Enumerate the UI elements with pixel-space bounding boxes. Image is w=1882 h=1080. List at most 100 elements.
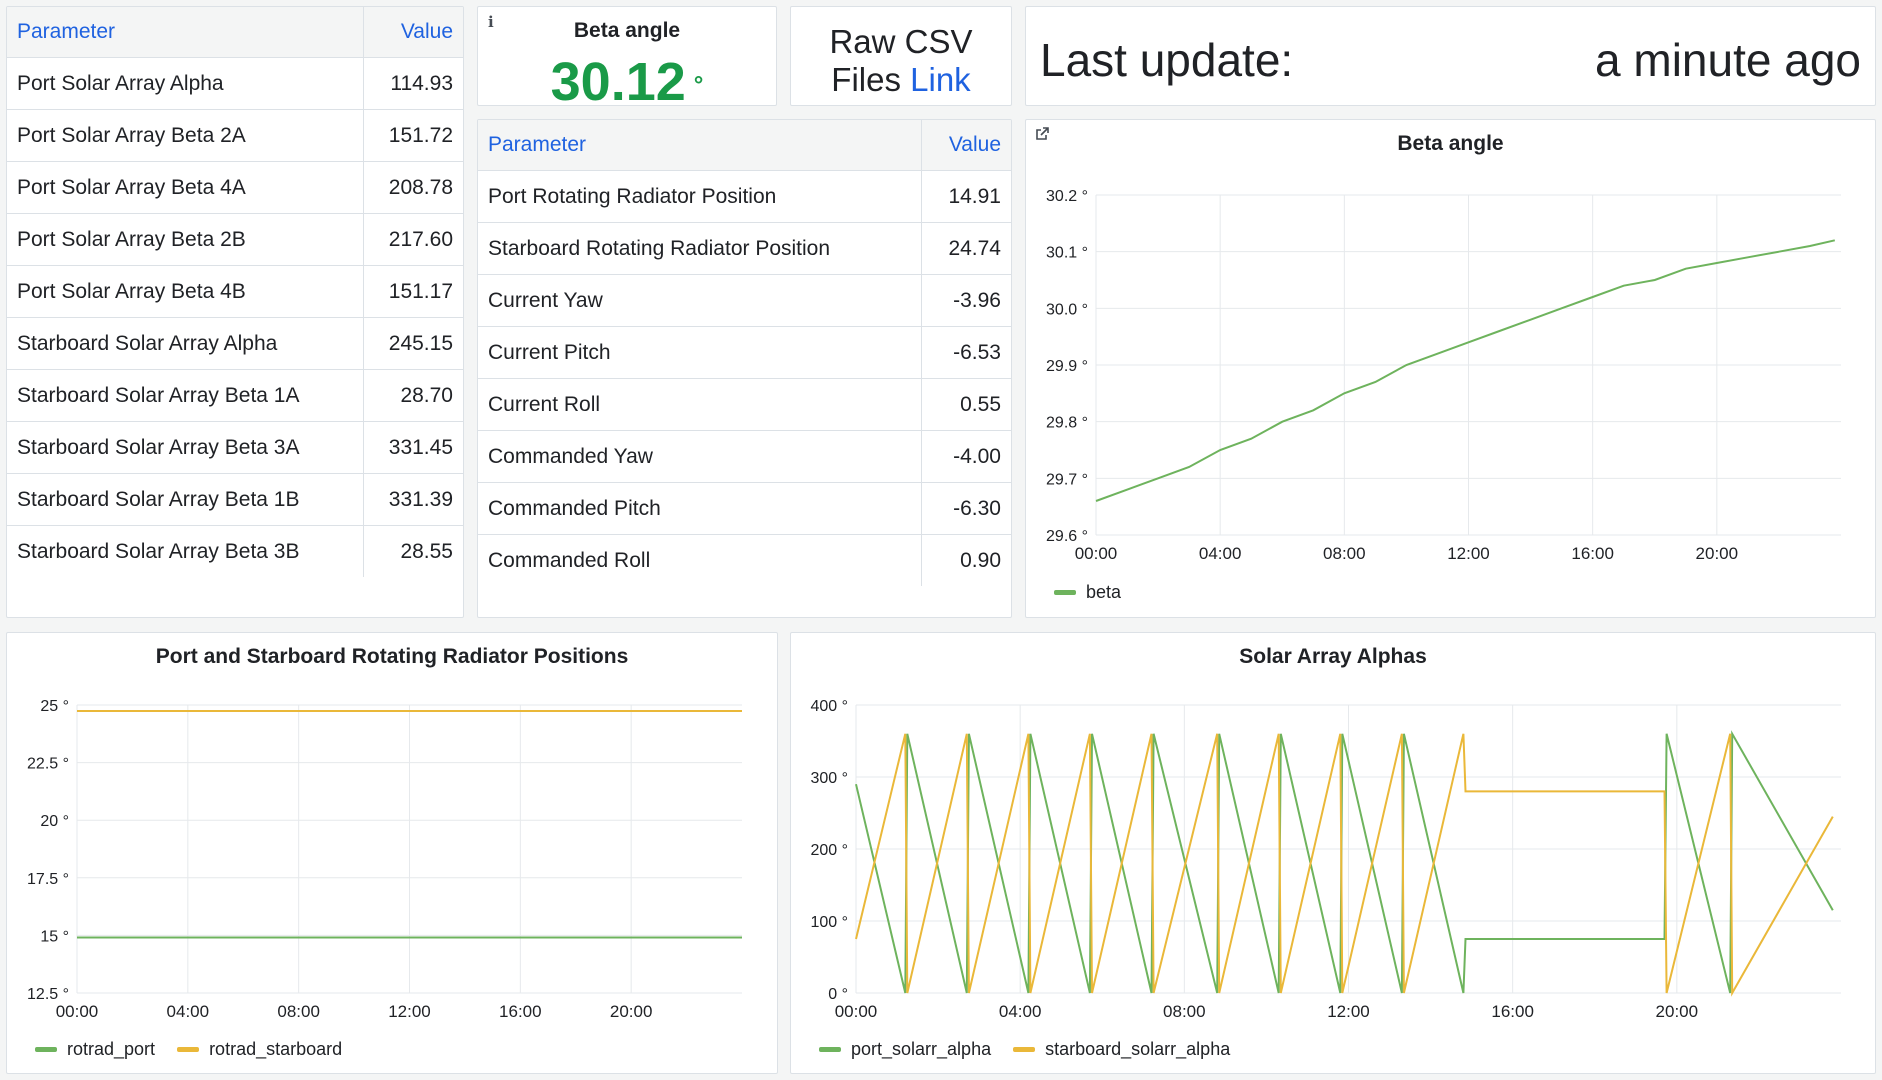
legend-swatch xyxy=(177,1047,200,1052)
table-row: Commanded Yaw -4.00 xyxy=(478,430,1011,483)
parameter-cell: Port Solar Array Beta 2B xyxy=(7,213,364,266)
x-tick-label: 04:00 xyxy=(1199,544,1242,563)
y-tick-label: 29.6 ° xyxy=(1046,528,1088,545)
panel-title: Solar Array Alphas xyxy=(1239,645,1427,668)
legend-item-rotrad-starboard[interactable]: rotrad_starboard xyxy=(177,1039,342,1060)
column-header-parameter[interactable]: Parameter xyxy=(7,7,364,58)
table-row: Starboard Solar Array Beta 1B 331.39 xyxy=(7,473,463,526)
value-cell: 14.91 xyxy=(921,170,1011,223)
y-tick-label: 20 ° xyxy=(40,813,69,830)
value-cell: 28.70 xyxy=(363,369,463,422)
raw-csv-panel: Raw CSV Files Link xyxy=(790,6,1012,106)
column-header-parameter[interactable]: Parameter xyxy=(478,120,923,171)
parameter-cell: Starboard Solar Array Beta 1B xyxy=(7,473,364,526)
parameter-cell: Port Solar Array Beta 2A xyxy=(7,109,364,162)
x-tick-label: 16:00 xyxy=(499,1002,542,1021)
x-tick-label: 00:00 xyxy=(1075,544,1118,563)
value-cell: 331.39 xyxy=(363,473,463,526)
x-tick-label: 04:00 xyxy=(167,1002,210,1021)
chart-legend: beta xyxy=(1054,582,1121,603)
legend-item-starboard-solarr-alpha[interactable]: starboard_solarr_alpha xyxy=(1013,1039,1230,1060)
value-cell: -6.30 xyxy=(921,482,1011,535)
raw-csv-line1: Raw CSV xyxy=(829,23,973,60)
series-line-port_solarr_alpha xyxy=(855,730,1834,994)
solar-array-table: Parameter Value Port Solar Array Alpha 11… xyxy=(7,7,463,577)
parameter-cell: Starboard Rotating Radiator Position xyxy=(478,222,923,275)
column-header-value[interactable]: Value xyxy=(363,7,463,58)
value-cell: 208.78 xyxy=(363,161,463,214)
info-icon[interactable]: i xyxy=(488,13,494,31)
legend-swatch xyxy=(1013,1047,1036,1052)
panel-title: Beta angle xyxy=(1397,132,1504,155)
legend-label: beta xyxy=(1086,582,1122,602)
beta-angle-value: 30.12 xyxy=(550,52,686,106)
table-row: Current Pitch -6.53 xyxy=(478,326,1011,379)
parameter-cell: Commanded Roll xyxy=(478,534,923,586)
value-cell: 245.15 xyxy=(363,317,463,370)
y-tick-label: 22.5 ° xyxy=(27,756,69,773)
parameter-cell: Commanded Yaw xyxy=(478,430,923,483)
y-tick-label: 12.5 ° xyxy=(27,986,69,1003)
table-header-row: Parameter Value xyxy=(7,7,463,58)
legend-label: starboard_solarr_alpha xyxy=(1045,1039,1231,1059)
y-tick-label: 30.2 ° xyxy=(1046,188,1088,205)
y-tick-label: 29.7 ° xyxy=(1046,471,1088,488)
y-tick-label: 30.0 ° xyxy=(1046,301,1088,318)
table-header-row: Parameter Value xyxy=(478,120,1011,171)
parameter-cell: Starboard Solar Array Beta 3B xyxy=(7,525,364,577)
legend-swatch xyxy=(35,1047,57,1052)
parameter-cell: Current Roll xyxy=(478,378,923,431)
parameter-cell: Starboard Solar Array Beta 1A xyxy=(7,369,364,422)
table-row: Commanded Roll 0.90 xyxy=(478,534,1011,586)
table-row: Starboard Rotating Radiator Position 24.7… xyxy=(478,222,1011,275)
x-tick-label: 16:00 xyxy=(1491,1002,1534,1021)
series-line-starboard_solarr_alpha xyxy=(855,733,1834,997)
table-row: Starboard Solar Array Beta 3A 331.45 xyxy=(7,421,463,474)
y-tick-label: 29.8 ° xyxy=(1046,415,1088,432)
panel-title: Port and Starboard Rotating Radiator Pos… xyxy=(155,645,629,668)
table-row: Current Yaw -3.96 xyxy=(478,274,1011,327)
chart-legend: port_solarr_alpha starboard_solarr_alpha xyxy=(819,1039,1230,1060)
legend-item-beta[interactable]: beta xyxy=(1054,582,1121,603)
parameter-cell: Commanded Pitch xyxy=(478,482,923,535)
parameter-cell: Port Solar Array Alpha xyxy=(7,57,364,110)
parameter-cell: Current Yaw xyxy=(478,274,923,327)
last-update-label: Last update: xyxy=(1040,34,1294,86)
x-tick-label: 20:00 xyxy=(1696,544,1739,563)
value-cell: 0.90 xyxy=(921,534,1011,586)
value-cell: 151.17 xyxy=(363,265,463,318)
external-link-icon[interactable] xyxy=(1034,126,1050,147)
raw-csv-link[interactable]: Link xyxy=(910,61,971,98)
value-cell: 151.72 xyxy=(363,109,463,162)
table-row: Port Solar Array Beta 2A 151.72 xyxy=(7,109,463,162)
radiator-positions-chart: 25 ° 22.5 ° 20 ° 17.5 ° 15 ° 12.5 °00:00 04:00… xyxy=(27,698,742,1021)
table-row: Port Solar Array Alpha 114.93 xyxy=(7,57,463,110)
x-tick-label: 00:00 xyxy=(835,1002,878,1021)
beta-angle-chart-panel: Beta angle 30.2 ° 30.1 ° 30.0 ° 29.9 ° 29.8 … xyxy=(1025,119,1876,618)
column-header-value[interactable]: Value xyxy=(921,120,1011,171)
parameter-cell: Current Pitch xyxy=(478,326,923,379)
y-tick-label: 100 ° xyxy=(810,914,848,931)
value-cell: 0.55 xyxy=(921,378,1011,431)
parameter-cell: Starboard Solar Array Alpha xyxy=(7,317,364,370)
value-cell: -3.96 xyxy=(921,274,1011,327)
solar-array-alphas-chart: 400 ° 300 ° 200 ° 100 ° 0 °00:00 04:00 08:00 12… xyxy=(810,698,1841,1021)
radiator-attitude-table-panel: Parameter Value Port Rotating Radiator P… xyxy=(477,119,1012,618)
legend-label: rotrad_starboard xyxy=(209,1039,343,1059)
stat-value: 30.12 ° xyxy=(478,51,776,106)
legend-item-port-solarr-alpha[interactable]: port_solarr_alpha xyxy=(819,1039,991,1060)
series-line-beta xyxy=(1095,239,1836,502)
legend-label: rotrad_port xyxy=(67,1039,156,1059)
table-row: Port Solar Array Beta 2B 217.60 xyxy=(7,213,463,266)
unit-symbol: ° xyxy=(693,71,704,99)
last-update-value: a minute ago xyxy=(1595,34,1861,86)
legend-item-rotrad-port[interactable]: rotrad_port xyxy=(35,1039,155,1060)
y-tick-label: 25 ° xyxy=(40,698,69,715)
x-tick-label: 04:00 xyxy=(999,1002,1042,1021)
chart-legend: rotrad_port rotrad_starboard xyxy=(35,1039,342,1060)
raw-csv-text: Raw CSV Files Link xyxy=(791,23,1011,99)
x-tick-label: 08:00 xyxy=(1323,544,1366,563)
value-cell: -6.53 xyxy=(921,326,1011,379)
value-cell: 24.74 xyxy=(921,222,1011,275)
y-tick-label: 200 ° xyxy=(810,842,848,859)
